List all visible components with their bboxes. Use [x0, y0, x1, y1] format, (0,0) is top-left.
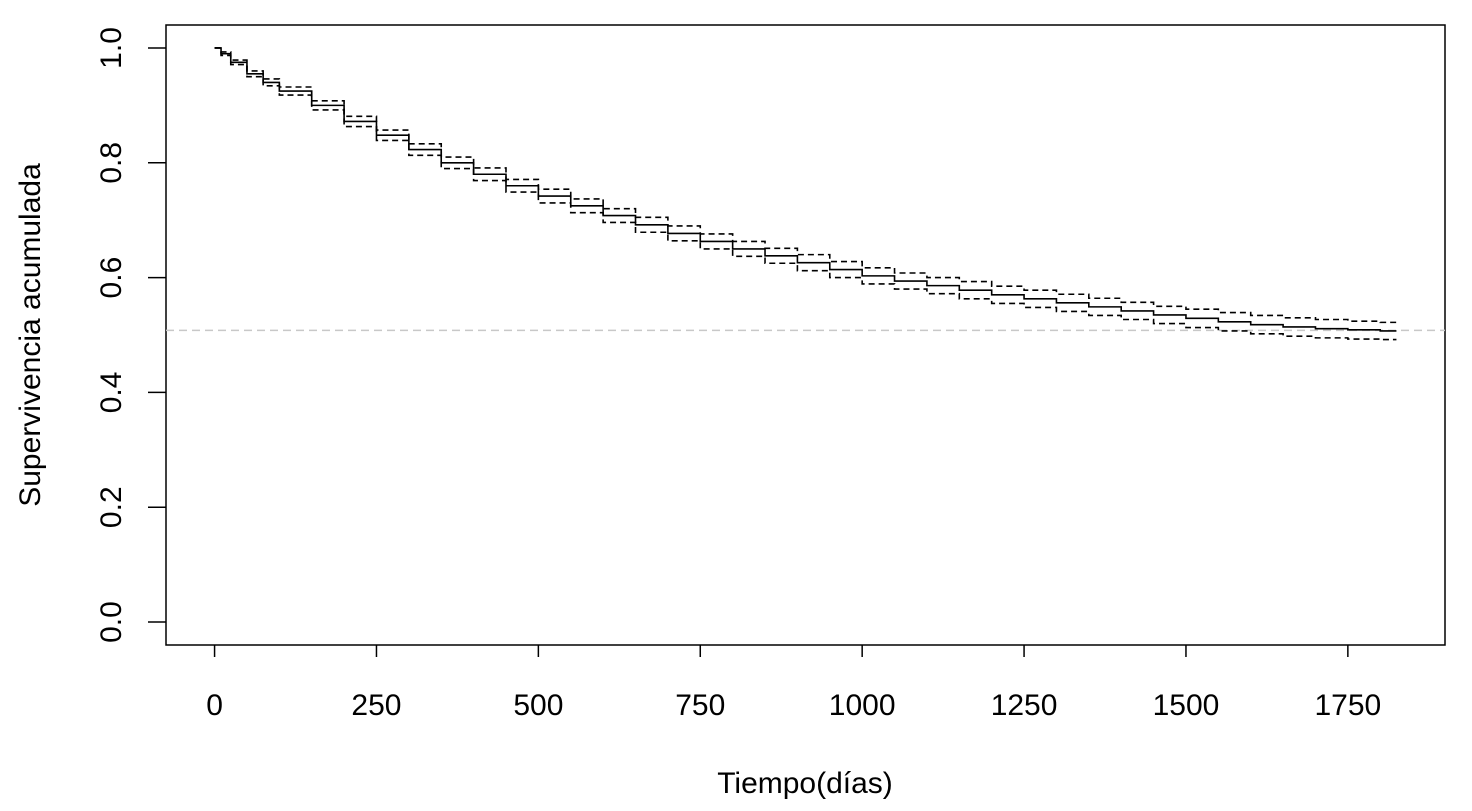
y-tick-label: 0.4: [95, 372, 128, 414]
plot-frame: [165, 24, 1446, 646]
y-axis-label: Supervivencia acumulada: [14, 163, 47, 507]
y-tick-label: 0.0: [95, 601, 128, 643]
y-tick-label: 0.6: [95, 257, 128, 299]
x-tick-label: 500: [513, 689, 563, 722]
confidence-band-line: [214, 47, 1398, 324]
survival-curve: [214, 47, 1397, 332]
y-axis: 0.0 0.2 0.4 0.6 0.8 1.0: [95, 27, 166, 643]
x-tick-label: 1000: [829, 689, 896, 722]
y-tick-label: 0.8: [95, 142, 128, 184]
confidence-band-line: [214, 47, 1397, 341]
x-tick-label: 250: [351, 689, 401, 722]
y-tick-label: 1.0: [95, 27, 128, 69]
x-tick-label: 1750: [1314, 689, 1381, 722]
y-tick-label: 0.2: [95, 486, 128, 528]
x-tick-label: 1500: [1153, 689, 1220, 722]
x-axis: 0 250 500 750 1000 1250 1500 1750: [206, 645, 1381, 722]
x-tick-label: 750: [675, 689, 725, 722]
x-tick-label: 1250: [991, 689, 1058, 722]
x-axis-label: Tiempo(días): [717, 767, 893, 800]
x-tick-label: 0: [206, 689, 223, 722]
series-layer: [214, 47, 1398, 341]
